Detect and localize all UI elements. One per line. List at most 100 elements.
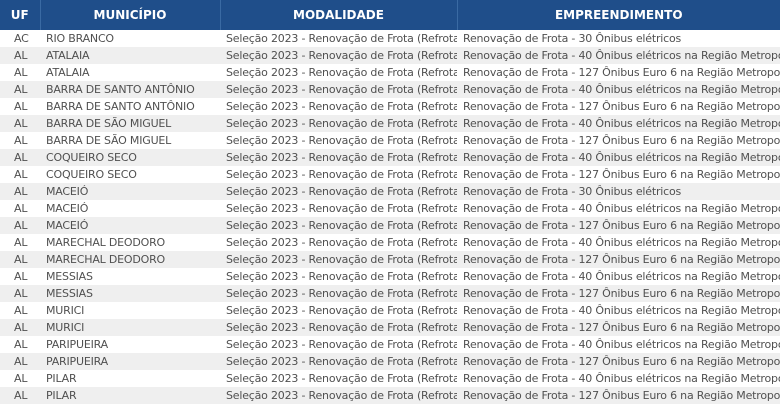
modalidade-cell: Seleção 2023 - Renovação de Frota (Refro… <box>226 32 457 45</box>
modalidade-cell: Seleção 2023 - Renovação de Frota (Refro… <box>226 100 457 113</box>
table-row: AL MACEIÓ Seleção 2023 - Renovação de Frot… <box>0 217 780 234</box>
header-uf: UF <box>0 0 41 30</box>
empreendimento-cell: Renovação de Frota - 127 Ônibus Euro 6 n… <box>457 251 780 268</box>
municipio-cell: PILAR <box>46 372 77 385</box>
header-modalidade: MODALIDADE <box>220 0 458 30</box>
empreendimento-cell: Renovação de Frota - 40 Ônibus elétricos… <box>457 81 780 98</box>
municipio-cell: BARRA DE SANTO ANTÔNIO <box>40 81 220 98</box>
empreendimento-cell: Renovação de Frota - 40 Ônibus elétricos… <box>457 149 780 166</box>
modalidade-cell: Seleção 2023 - Renovação de Frota (Refro… <box>220 47 457 64</box>
uf-cell: AL <box>0 183 40 200</box>
municipio-cell: PARIPUEIRA <box>46 338 108 351</box>
uf-cell: AL <box>14 100 28 113</box>
table-row: AL BARRA DE SANTO ANTÔNIO Seleção 2023 - R… <box>0 81 780 98</box>
municipio-cell: COQUEIRO SECO <box>46 168 137 181</box>
municipio-cell: MURICI <box>40 319 220 336</box>
municipio-cell: MURICI <box>46 304 85 317</box>
table-row: AL MARECHAL DEODORO Seleção 2023 - Renovaç… <box>0 234 780 251</box>
table-row: AL ATALAIA Seleção 2023 - Renovação de Fro… <box>0 64 780 81</box>
municipio-cell: MACEIÓ <box>40 217 220 234</box>
uf-cell: AL <box>0 353 40 370</box>
table-row: AL MURICI Seleção 2023 - Renovação de Frot… <box>0 302 780 319</box>
table-row: AL PARIPUEIRA Seleção 2023 - Renovação de … <box>0 336 780 353</box>
uf-cell: AL <box>14 202 28 215</box>
municipio-cell: MESSIAS <box>46 270 93 283</box>
uf-cell: AL <box>0 47 40 64</box>
empreendimento-cell: Renovação de Frota - 127 Ônibus Euro 6 n… <box>463 134 780 147</box>
uf-cell: AL <box>0 319 40 336</box>
modalidade-cell: Seleção 2023 - Renovação de Frota (Refro… <box>220 115 457 132</box>
modalidade-cell: Seleção 2023 - Renovação de Frota (Refro… <box>220 183 457 200</box>
table-row: AL MARECHAL DEODORO Seleção 2023 - Renovaç… <box>0 251 780 268</box>
table-row: AL MURICI Seleção 2023 - Renovação de Frot… <box>0 319 780 336</box>
uf-cell: AL <box>0 115 40 132</box>
uf-cell: AL <box>0 251 40 268</box>
modalidade-cell: Seleção 2023 - Renovação de Frota (Refro… <box>220 149 457 166</box>
modalidade-cell: Seleção 2023 - Renovação de Frota (Refro… <box>226 202 457 215</box>
empreendimento-cell: Renovação de Frota - 40 Ônibus elétricos… <box>463 372 780 385</box>
modalidade-cell: Seleção 2023 - Renovação de Frota (Refro… <box>220 353 457 370</box>
municipio-cell: MESSIAS <box>40 285 220 302</box>
table-row: AL MESSIAS Seleção 2023 - Renovação de Fro… <box>0 268 780 285</box>
uf-cell: AL <box>14 304 28 317</box>
empreendimento-cell: Renovação de Frota - 127 Ônibus Euro 6 n… <box>457 387 780 404</box>
modalidade-cell: Seleção 2023 - Renovação de Frota (Refro… <box>220 387 457 404</box>
uf-cell: AL <box>0 285 40 302</box>
uf-cell: AL <box>14 338 28 351</box>
uf-cell: AL <box>14 168 28 181</box>
empreendimento-cell: Renovação de Frota - 40 Ônibus elétricos… <box>463 338 780 351</box>
table-row: AL PILAR Seleção 2023 - Renovação de Frota… <box>0 387 780 404</box>
empreendimento-cell: Renovação de Frota - 30 Ônibus elétricos <box>463 32 682 45</box>
empreendimento-cell: Renovação de Frota - 40 Ônibus elétricos… <box>463 270 780 283</box>
municipio-cell: MACEIÓ <box>46 202 89 215</box>
modalidade-cell: Seleção 2023 - Renovação de Frota (Refro… <box>226 372 457 385</box>
municipio-cell: PARIPUEIRA <box>40 353 220 370</box>
table-row: AL PILAR Seleção 2023 - Renovação de Frota… <box>0 370 780 387</box>
empreendimento-cell: Renovação de Frota - 127 Ônibus Euro 6 n… <box>457 319 780 336</box>
table-row: AL MESSIAS Seleção 2023 - Renovação de Fro… <box>0 285 780 302</box>
modalidade-cell: Seleção 2023 - Renovação de Frota (Refro… <box>220 285 457 302</box>
modalidade-cell: Seleção 2023 - Renovação de Frota (Refro… <box>226 168 457 181</box>
empreendimento-cell: Renovação de Frota - 127 Ônibus Euro 6 n… <box>463 168 780 181</box>
uf-cell: AL <box>0 81 40 98</box>
empreendimento-cell: Renovação de Frota - 127 Ônibus Euro 6 n… <box>457 217 780 234</box>
uf-cell: AL <box>14 270 28 283</box>
municipio-cell: BARRA DE SANTO ANTÔNIO <box>46 100 195 113</box>
municipio-cell: PILAR <box>40 387 220 404</box>
uf-cell: AL <box>14 66 28 79</box>
modalidade-cell: Seleção 2023 - Renovação de Frota (Refro… <box>220 319 457 336</box>
uf-cell: AL <box>0 217 40 234</box>
municipio-cell: RIO BRANCO <box>46 32 114 45</box>
table-row: AL PARIPUEIRA Seleção 2023 - Renovação de … <box>0 353 780 370</box>
table-row: AL BARRA DE SÃO MIGUEL Seleção 2023 - Reno… <box>0 132 780 149</box>
modalidade-cell: Seleção 2023 - Renovação de Frota (Refro… <box>226 236 457 249</box>
municipio-cell: MARECHAL DEODORO <box>46 236 166 249</box>
municipio-cell: MACEIÓ <box>40 183 220 200</box>
uf-cell: AL <box>0 387 40 404</box>
municipio-cell: BARRA DE SÃO MIGUEL <box>40 115 220 132</box>
empreendimento-cell: Renovação de Frota - 127 Ônibus Euro 6 n… <box>457 353 780 370</box>
table-row: AL MACEIÓ Seleção 2023 - Renovação de Frot… <box>0 183 780 200</box>
modalidade-cell: Seleção 2023 - Renovação de Frota (Refro… <box>226 304 457 317</box>
table-header: UF MUNICÍPIO MODALIDADE EMPREENDIMENTO <box>0 0 780 30</box>
uf-cell: AL <box>0 149 40 166</box>
empreendimento-cell: Renovação de Frota - 127 Ônibus Euro 6 n… <box>463 66 780 79</box>
uf-cell: AL <box>14 134 28 147</box>
municipio-cell: MARECHAL DEODORO <box>40 251 220 268</box>
modalidade-cell: Seleção 2023 - Renovação de Frota (Refro… <box>226 66 457 79</box>
modalidade-cell: Seleção 2023 - Renovação de Frota (Refro… <box>226 270 457 283</box>
header-empreendimento: EMPREENDIMENTO <box>457 0 780 30</box>
empreendimento-cell: Renovação de Frota - 40 Ônibus elétricos… <box>463 236 780 249</box>
modalidade-cell: Seleção 2023 - Renovação de Frota (Refro… <box>220 217 457 234</box>
empreendimento-cell: Renovação de Frota - 40 Ônibus elétricos… <box>463 304 780 317</box>
projects-table: UF MUNICÍPIO MODALIDADE EMPREENDIMENTO A… <box>0 0 780 404</box>
municipio-cell: COQUEIRO SECO <box>40 149 220 166</box>
table-row: AL COQUEIRO SECO Seleção 2023 - Renovação … <box>0 149 780 166</box>
modalidade-cell: Seleção 2023 - Renovação de Frota (Refro… <box>220 251 457 268</box>
empreendimento-cell: Renovação de Frota - 30 Ônibus elétricos <box>457 183 780 200</box>
table-row: AL BARRA DE SÃO MIGUEL Seleção 2023 - Reno… <box>0 115 780 132</box>
table-row: AL ATALAIA Seleção 2023 - Renovação de Fro… <box>0 47 780 64</box>
uf-cell: AL <box>14 236 28 249</box>
municipio-cell: ATALAIA <box>40 47 220 64</box>
uf-cell: AL <box>14 372 28 385</box>
